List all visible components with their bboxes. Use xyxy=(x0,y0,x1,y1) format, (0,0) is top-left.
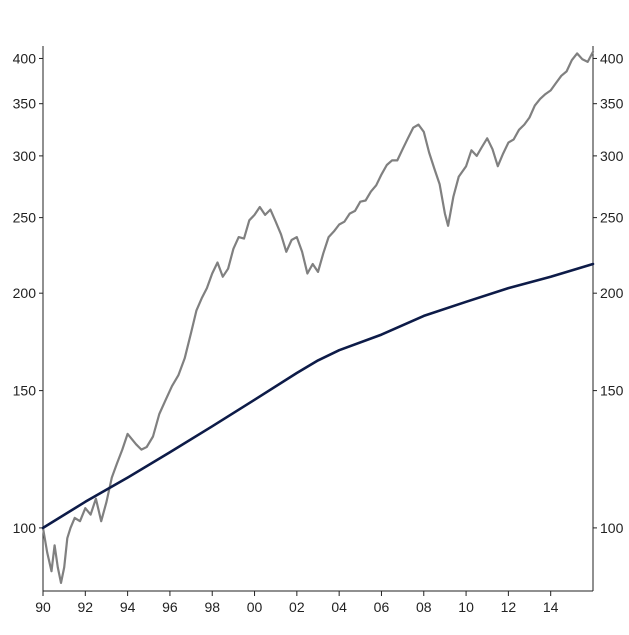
right-y-tick-label: 400 xyxy=(600,50,624,66)
left-y-tick-label: 300 xyxy=(13,148,37,164)
x-tick-label: 94 xyxy=(120,599,136,615)
x-tick-label: 14 xyxy=(543,599,559,615)
x-tick-label: 90 xyxy=(35,599,51,615)
left-y-tick-label: 200 xyxy=(13,285,37,301)
right-y-tick-label: 300 xyxy=(600,148,624,164)
x-tick-label: 08 xyxy=(416,599,432,615)
x-tick-label: 00 xyxy=(247,599,263,615)
left-y-tick-label: 350 xyxy=(13,96,37,112)
left-y-tick-label: 100 xyxy=(13,520,37,536)
left-y-tick-label: 250 xyxy=(13,210,37,226)
x-tick-label: 12 xyxy=(501,599,517,615)
left-y-tick-label: 150 xyxy=(13,383,37,399)
series-line-gray xyxy=(41,50,595,585)
x-tick-label: 96 xyxy=(162,599,178,615)
right-y-tick-label: 100 xyxy=(600,520,624,536)
x-tick-label: 98 xyxy=(204,599,220,615)
x-tick-label: 04 xyxy=(331,599,347,615)
right-y-tick-label: 350 xyxy=(600,96,624,112)
x-tick-label: 06 xyxy=(374,599,390,615)
x-tick-label: 10 xyxy=(458,599,474,615)
x-tick-label: 92 xyxy=(78,599,94,615)
left-y-tick-label: 400 xyxy=(13,50,37,66)
x-tick-label: 02 xyxy=(289,599,305,615)
series-line-navy xyxy=(41,262,595,530)
right-y-tick-label: 200 xyxy=(600,285,624,301)
right-y-tick-label: 250 xyxy=(600,210,624,226)
right-y-tick-label: 150 xyxy=(600,383,624,399)
